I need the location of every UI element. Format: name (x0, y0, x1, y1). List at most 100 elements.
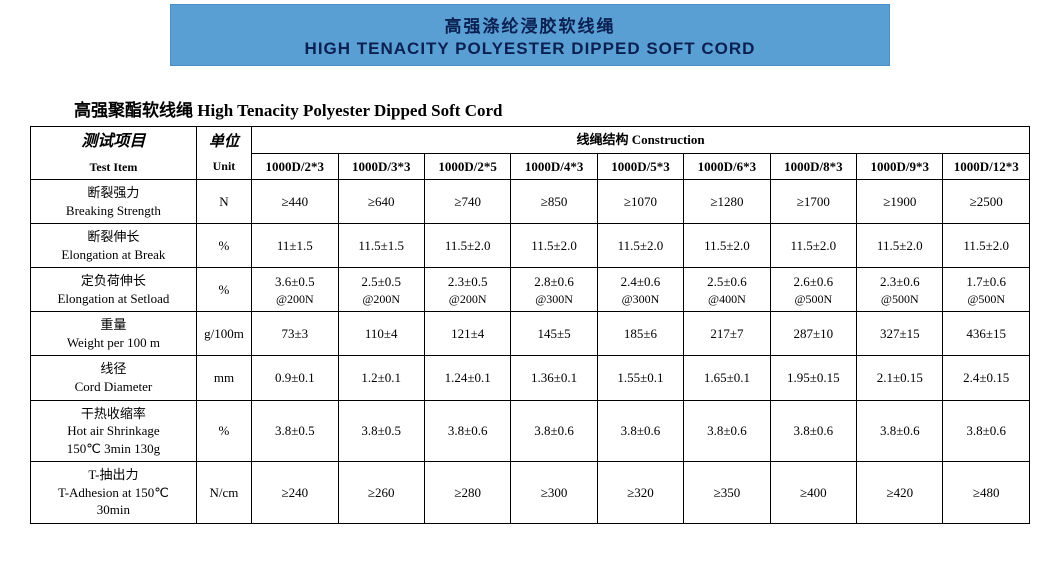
cell: 185±6 (597, 312, 683, 356)
row-label: 干热收缩率Hot air Shrinkage150℃ 3min 130g (31, 400, 197, 462)
cell: 3.8±0.6 (770, 400, 856, 462)
cell: 11.5±2.0 (943, 224, 1030, 268)
row-unit: % (196, 400, 251, 462)
cell: 3.8±0.6 (511, 400, 597, 462)
cell: 1.7±0.6@500N (943, 268, 1030, 312)
row-label: 定负荷伸长Elongation at Setload (31, 268, 197, 312)
cell: 145±5 (511, 312, 597, 356)
table-row: 干热收缩率Hot air Shrinkage150℃ 3min 130g%3.8… (31, 400, 1030, 462)
cell: 287±10 (770, 312, 856, 356)
row-unit: % (196, 268, 251, 312)
row-label: 线径Cord Diameter (31, 356, 197, 400)
row-unit: N (196, 180, 251, 224)
cell: 11.5±2.0 (424, 224, 510, 268)
header-unit: 单位 Unit (196, 127, 251, 180)
cell: ≥850 (511, 180, 597, 224)
cell: 1.36±0.1 (511, 356, 597, 400)
cell: 2.5±0.5@200N (338, 268, 424, 312)
cell: 3.8±0.6 (597, 400, 683, 462)
cell: 1.55±0.1 (597, 356, 683, 400)
row-label: T-抽出力T-Adhesion at 150℃30min (31, 462, 197, 524)
banner-title-en: HIGH TENACITY POLYESTER DIPPED SOFT CORD (305, 39, 756, 59)
row-label: 断裂伸长Elongation at Break (31, 224, 197, 268)
cell: 1.65±0.1 (684, 356, 770, 400)
cell: ≥320 (597, 462, 683, 524)
cell: ≥640 (338, 180, 424, 224)
cell: 11.5±2.0 (511, 224, 597, 268)
cell: 217±7 (684, 312, 770, 356)
cell: 121±4 (424, 312, 510, 356)
cell: 3.8±0.6 (857, 400, 943, 462)
cell: ≥480 (943, 462, 1030, 524)
cell: ≥1900 (857, 180, 943, 224)
table-row: 重量Weight per 100 mg/100m73±3110±4121±414… (31, 312, 1030, 356)
col-header: 1000D/5*3 (597, 153, 683, 180)
cell: 3.6±0.5@200N (252, 268, 338, 312)
cell: 11.5±2.0 (684, 224, 770, 268)
cell: 2.3±0.5@200N (424, 268, 510, 312)
row-label: 重量Weight per 100 m (31, 312, 197, 356)
cell: 11.5±1.5 (338, 224, 424, 268)
cell: ≥350 (684, 462, 770, 524)
cell: ≥1700 (770, 180, 856, 224)
cell: 11.5±2.0 (857, 224, 943, 268)
banner-title-cn: 高强涤纶浸胶软线绳 (445, 12, 616, 37)
col-header: 1000D/2*5 (424, 153, 510, 180)
col-header: 1000D/2*3 (252, 153, 338, 180)
cell: ≥2500 (943, 180, 1030, 224)
cell: 2.4±0.15 (943, 356, 1030, 400)
cell: 3.8±0.6 (943, 400, 1030, 462)
cell: 3.8±0.6 (684, 400, 770, 462)
cell: ≥260 (338, 462, 424, 524)
cell: 2.6±0.6@500N (770, 268, 856, 312)
cell: 1.95±0.15 (770, 356, 856, 400)
cell: 2.4±0.6@300N (597, 268, 683, 312)
cell: 3.8±0.5 (252, 400, 338, 462)
cell: 0.9±0.1 (252, 356, 338, 400)
cell: 73±3 (252, 312, 338, 356)
table-row: 断裂伸长Elongation at Break%11±1.511.5±1.511… (31, 224, 1030, 268)
col-header: 1000D/4*3 (511, 153, 597, 180)
col-header: 1000D/9*3 (857, 153, 943, 180)
col-header: 1000D/12*3 (943, 153, 1030, 180)
table-row: 定负荷伸长Elongation at Setload%3.6±0.5@200N2… (31, 268, 1030, 312)
row-unit: g/100m (196, 312, 251, 356)
cell: 11.5±2.0 (770, 224, 856, 268)
col-header: 1000D/8*3 (770, 153, 856, 180)
cell: ≥280 (424, 462, 510, 524)
cell: 11.5±2.0 (597, 224, 683, 268)
row-label: 断裂强力Breaking Strength (31, 180, 197, 224)
subtitle: 高强聚酯软线绳 High Tenacity Polyester Dipped S… (74, 96, 502, 121)
cell: 3.8±0.5 (338, 400, 424, 462)
col-header: 1000D/6*3 (684, 153, 770, 180)
row-unit: % (196, 224, 251, 268)
table-row: 线径Cord Diametermm0.9±0.11.2±0.11.24±0.11… (31, 356, 1030, 400)
cell: 1.2±0.1 (338, 356, 424, 400)
cell: ≥300 (511, 462, 597, 524)
cell: ≥740 (424, 180, 510, 224)
row-unit: N/cm (196, 462, 251, 524)
cell: 2.1±0.15 (857, 356, 943, 400)
cell: 11±1.5 (252, 224, 338, 268)
cell: ≥1280 (684, 180, 770, 224)
cell: ≥440 (252, 180, 338, 224)
cell: ≥420 (857, 462, 943, 524)
cell: ≥240 (252, 462, 338, 524)
table-row: T-抽出力T-Adhesion at 150℃30minN/cm≥240≥260… (31, 462, 1030, 524)
col-header: 1000D/3*3 (338, 153, 424, 180)
cell: 2.8±0.6@300N (511, 268, 597, 312)
cell: 327±15 (857, 312, 943, 356)
header-construction: 线绳结构 Construction (252, 127, 1030, 154)
cell: ≥400 (770, 462, 856, 524)
cell: 436±15 (943, 312, 1030, 356)
spec-table: 测试项目 Test Item 单位 Unit 线绳结构 Construction… (30, 126, 1030, 524)
cell: 2.5±0.6@400N (684, 268, 770, 312)
cell: 1.24±0.1 (424, 356, 510, 400)
cell: ≥1070 (597, 180, 683, 224)
table-row: 断裂强力Breaking StrengthN≥440≥640≥740≥850≥1… (31, 180, 1030, 224)
title-banner: 高强涤纶浸胶软线绳 HIGH TENACITY POLYESTER DIPPED… (170, 4, 890, 66)
cell: 2.3±0.6@500N (857, 268, 943, 312)
row-unit: mm (196, 356, 251, 400)
cell: 3.8±0.6 (424, 400, 510, 462)
cell: 110±4 (338, 312, 424, 356)
